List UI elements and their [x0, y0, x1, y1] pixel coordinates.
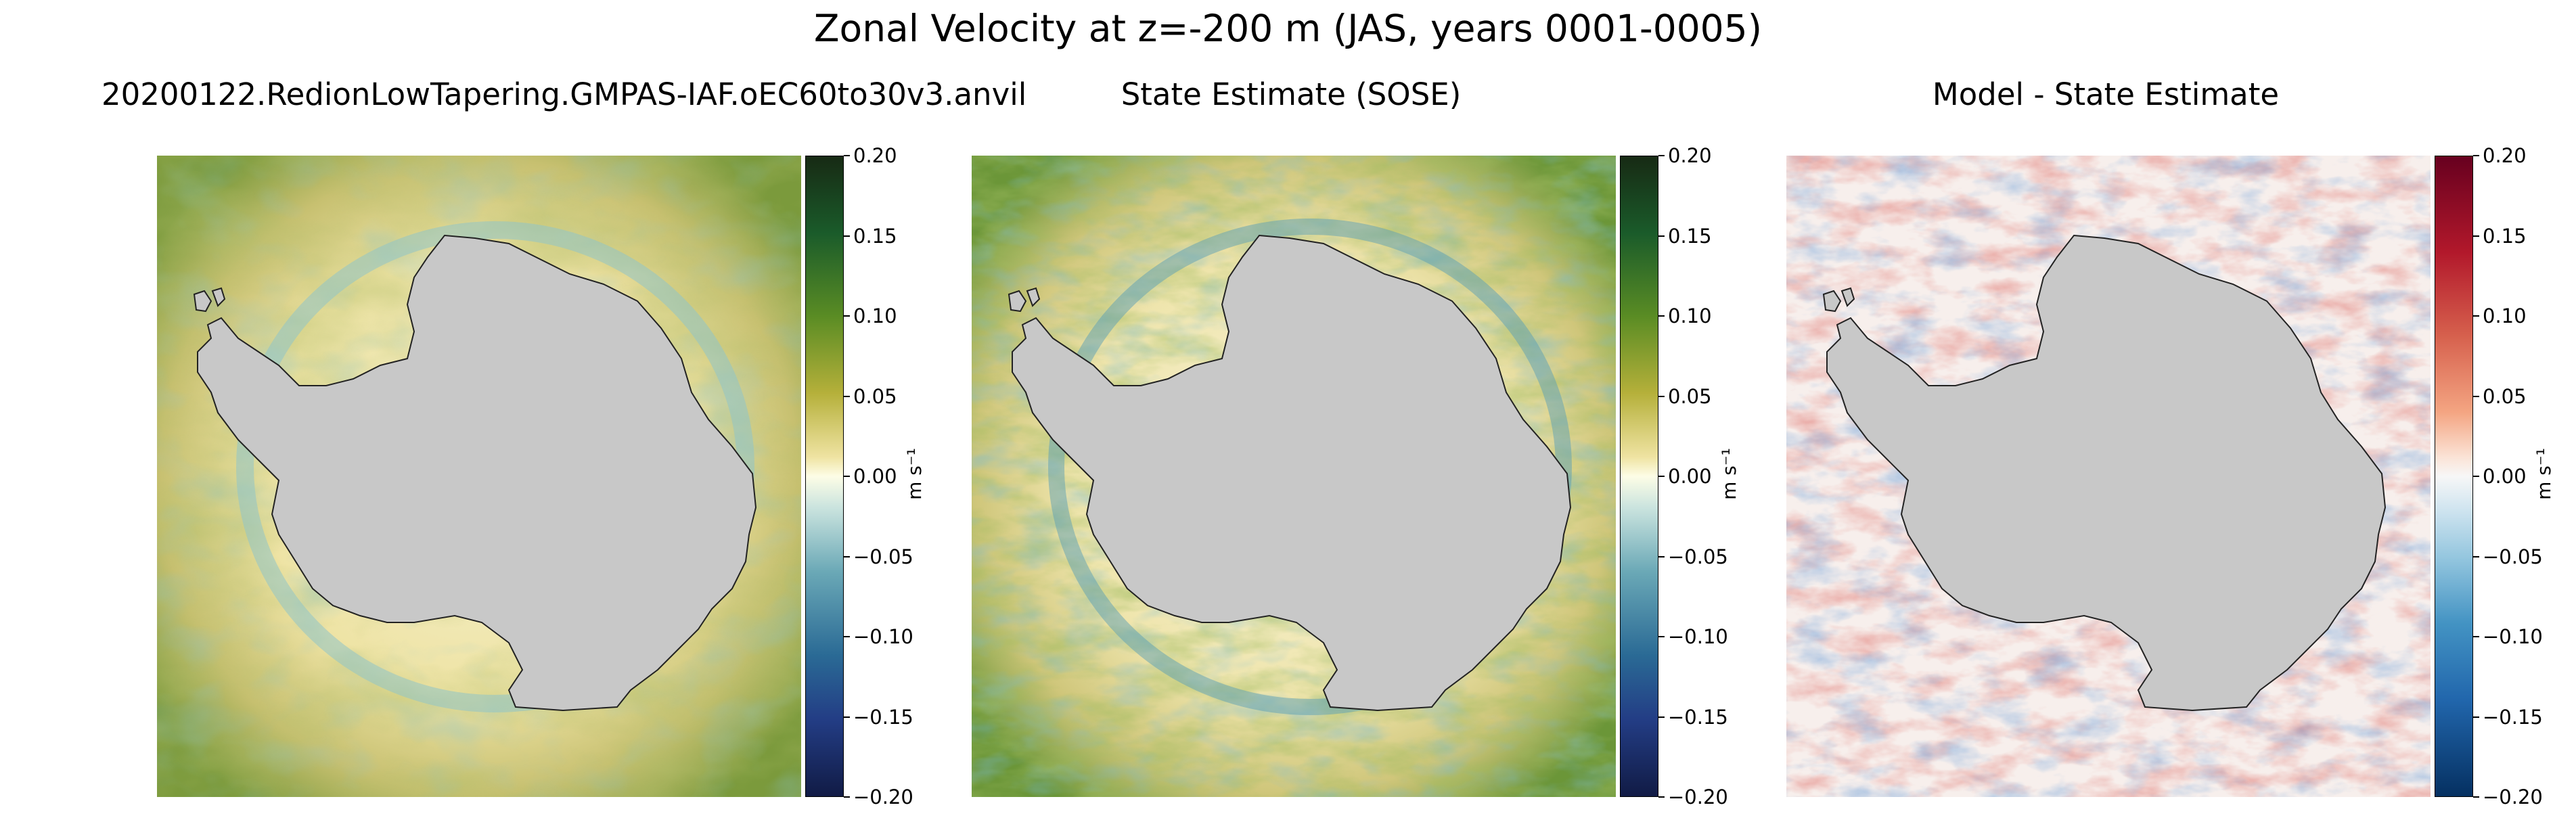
panel-3-map [1786, 156, 2431, 797]
panel-1-map [157, 156, 801, 797]
colorbar-tick-label: −0.20 [853, 785, 913, 808]
panel-2-colorbar [1620, 156, 1658, 797]
colorbar-tick-mark [844, 555, 850, 557]
colorbar-tick-label: 0.10 [1668, 304, 1712, 327]
antarctica-land [193, 234, 757, 712]
colorbar-tick-mark [844, 315, 850, 317]
colorbar-tick-mark [2473, 155, 2479, 156]
panel-3-colorbar [2435, 156, 2473, 797]
panel-1-colorbar-label: m s⁻¹ [903, 448, 926, 500]
panel-1-map-svg [157, 156, 801, 797]
colorbar-tick-mark [1658, 796, 1665, 798]
colorbar-tick-mark [2473, 555, 2479, 557]
colorbar-tick-mark [844, 716, 850, 718]
colorbar-tick-label: 0.10 [853, 304, 897, 327]
colorbar-tick-label: 0.15 [853, 224, 897, 248]
colorbar-tick-mark [844, 636, 850, 637]
colorbar-tick-mark [1658, 155, 1665, 156]
colorbar-tick-mark [2473, 395, 2479, 397]
colorbar-tick-mark [844, 235, 850, 237]
colorbar-tick-label: −0.15 [1668, 705, 1728, 729]
panel-1-colorbar [805, 156, 844, 797]
colorbar-tick-mark [2473, 235, 2479, 237]
colorbar-tick-label: 0.05 [853, 384, 897, 408]
panel-3-colorbar-label: m s⁻¹ [2532, 448, 2555, 500]
colorbar-tick-mark [844, 796, 850, 798]
colorbar-tick-label: −0.05 [853, 545, 913, 568]
colorbar-tick-label: −0.15 [2483, 705, 2543, 729]
colorbar-tick-mark [1658, 636, 1665, 637]
colorbar-tick-mark [1658, 315, 1665, 317]
colorbar-tick-label: −0.20 [2483, 785, 2543, 808]
figure-title: Zonal Velocity at z=-200 m (JAS, years 0… [813, 7, 1763, 50]
colorbar-tick-label: 0.20 [2483, 144, 2527, 167]
colorbar-tick-label: −0.05 [1668, 545, 1728, 568]
colorbar-tick-label: 0.05 [1668, 384, 1712, 408]
colorbar-tick-mark [2473, 716, 2479, 718]
panel-2-title: State Estimate (SOSE) [1121, 76, 1462, 112]
panel-1-title: 20200122.RedionLowTapering.GMPAS-IAF.oEC… [101, 76, 1027, 112]
colorbar-tick-mark [2473, 476, 2479, 477]
colorbar-tick-label: 0.00 [853, 465, 897, 488]
colorbar-tick-label: 0.10 [2483, 304, 2527, 327]
colorbar-tick-mark [1658, 555, 1665, 557]
colorbar-tick-mark [844, 155, 850, 156]
colorbar-tick-mark [1658, 235, 1665, 237]
colorbar-tick-label: 0.00 [1668, 465, 1712, 488]
colorbar-tick-mark [2473, 796, 2479, 798]
colorbar-tick-label: −0.20 [1668, 785, 1728, 808]
colorbar-tick-mark [2473, 636, 2479, 637]
colorbar-tick-mark [1658, 476, 1665, 477]
colorbar-tick-mark [844, 395, 850, 397]
panel-2-map [972, 156, 1616, 797]
panel-3-title: Model - State Estimate [1932, 76, 2280, 112]
colorbar-tick-label: −0.10 [853, 625, 913, 648]
colorbar-tick-label: 0.20 [1668, 144, 1712, 167]
colorbar-tick-mark [844, 476, 850, 477]
panel-3-map-svg [1786, 156, 2431, 797]
panel-2-colorbar-label: m s⁻¹ [1717, 448, 1740, 500]
colorbar-tick-label: 0.05 [2483, 384, 2527, 408]
antarctica-land [1008, 234, 1572, 712]
antarctica-land [1822, 234, 2387, 712]
colorbar-tick-label: 0.15 [2483, 224, 2527, 248]
colorbar-tick-mark [1658, 716, 1665, 718]
colorbar-tick-label: −0.10 [1668, 625, 1728, 648]
colorbar-tick-label: 0.20 [853, 144, 897, 167]
colorbar-tick-label: 0.15 [1668, 224, 1712, 248]
colorbar-tick-mark [2473, 315, 2479, 317]
colorbar-tick-label: 0.00 [2483, 465, 2527, 488]
colorbar-tick-label: −0.05 [2483, 545, 2543, 568]
colorbar-tick-label: −0.15 [853, 705, 913, 729]
colorbar-tick-mark [1658, 395, 1665, 397]
colorbar-tick-label: −0.10 [2483, 625, 2543, 648]
panel-2-map-svg [972, 156, 1616, 797]
